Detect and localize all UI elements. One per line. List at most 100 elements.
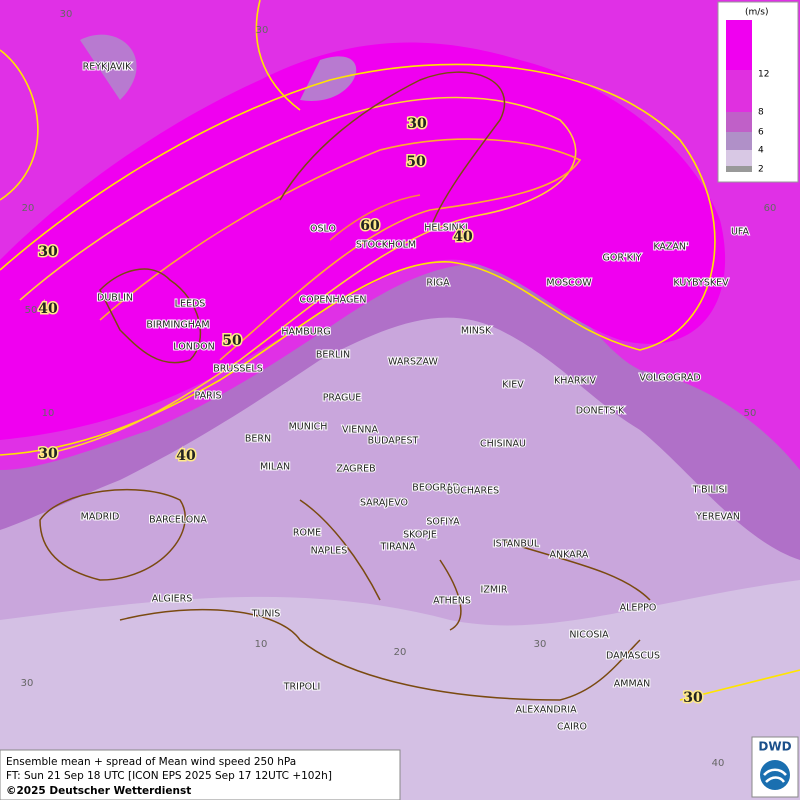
- grid-label: 20: [22, 203, 35, 214]
- city-label: BERN: [245, 434, 271, 445]
- city-label: HELSINKI: [424, 223, 467, 234]
- footer-box: [0, 749, 401, 800]
- city-label: ALEXANDRIA: [515, 705, 577, 716]
- legend-swatch: [726, 132, 752, 150]
- legend-label: 4: [758, 146, 764, 156]
- city-label: ISTANBUL: [493, 539, 540, 550]
- legend-label: 6: [758, 128, 764, 138]
- grid-label: 50: [744, 408, 757, 419]
- city-label: LONDON: [173, 342, 214, 353]
- city-label: NAPLES: [311, 546, 348, 557]
- contour-30-edge: [0, 0, 800, 701]
- grid-label: 50: [25, 305, 38, 316]
- city-label: BUDAPEST: [368, 436, 419, 447]
- footer-line: FT: Sun 21 Sep 18 UTC [ICON EPS 2025 Sep…: [6, 770, 332, 782]
- contour-label: 30: [38, 446, 58, 462]
- legend-unit: (m/s): [745, 8, 769, 18]
- city-label: ALEPPO: [620, 603, 657, 614]
- footer-line: Ensemble mean + spread of Mean wind spee…: [6, 756, 296, 768]
- city-label: NICOSIA: [569, 630, 609, 641]
- city-label: KUYBYSKEV: [673, 278, 729, 289]
- legend: (m/s) 12 8 6 4 2: [717, 1, 799, 183]
- grid-label: 60: [764, 203, 777, 214]
- city-label: ZAGREB: [336, 464, 375, 475]
- city-label: MOSCOW: [546, 278, 592, 289]
- contour-label: 40: [176, 448, 196, 464]
- city-label: T'BILISI: [692, 485, 728, 496]
- grid-label: 10: [42, 408, 55, 419]
- contours: [0, 0, 800, 701]
- city-label: DAMASCUS: [606, 651, 660, 662]
- grid-label: 10: [255, 639, 268, 650]
- city-label: UFA: [731, 227, 750, 238]
- city-label: CAIRO: [557, 722, 587, 733]
- city-label: ATHENS: [433, 596, 471, 607]
- footer: Ensemble mean + spread of Mean wind spee…: [0, 749, 401, 800]
- city-label: TRIPOLI: [283, 682, 321, 693]
- grid-label: 40: [712, 758, 725, 769]
- contour-label: 40: [38, 301, 58, 317]
- contour-label: 30: [683, 690, 703, 706]
- city-label: ANKARA: [550, 550, 589, 561]
- legend-label: 8: [758, 108, 764, 118]
- legend-swatch: [726, 166, 752, 172]
- city-label: HAMBURG: [281, 327, 330, 338]
- contour-label: 30: [38, 244, 58, 260]
- legend-swatch: [726, 150, 752, 166]
- city-label: STOCKHOLM: [356, 240, 416, 251]
- grid-label: 30: [534, 639, 547, 650]
- grid-label: 30: [60, 9, 73, 20]
- contour-50: [99, 138, 582, 361]
- legend-swatch: [726, 20, 752, 70]
- grid-label: 20: [394, 647, 407, 658]
- city-label: CHISINAU: [480, 439, 526, 450]
- jet-core: [0, 42, 726, 440]
- contour-label: 60: [360, 218, 380, 234]
- city-label: AMMAN: [614, 679, 651, 690]
- city-label: SKOPJE: [403, 530, 437, 541]
- city-label: COPENHAGEN: [300, 295, 367, 306]
- city-label: BEOGRAD: [412, 483, 459, 494]
- city-label: VOLGOGRAD: [639, 373, 700, 384]
- city-label: KAZAN': [653, 242, 688, 253]
- weak-wind-area: [0, 580, 800, 800]
- city-label: BUCHARES: [447, 486, 499, 497]
- contour-60: [329, 194, 421, 241]
- city-label: RIGA: [426, 278, 450, 289]
- labels: 30 30 20 50 10 30 10 20 30 40 60 50 REYKJAVIK OSLO STO…: [21, 9, 777, 769]
- city-label: BARCELONA: [149, 515, 207, 526]
- logo-icon: [760, 760, 790, 790]
- legend-label: 12: [758, 70, 769, 80]
- city-label: LEEDS: [175, 299, 206, 310]
- city-label: PRAGUE: [323, 393, 362, 404]
- city-label: MADRID: [81, 512, 120, 523]
- contour-label: 40: [453, 229, 473, 245]
- city-label: BIRMINGHAM: [146, 320, 209, 331]
- city-label: MUNICH: [289, 422, 328, 433]
- contour-30: [0, 63, 716, 456]
- city-label: TIRANA: [380, 542, 416, 553]
- city-label: MILAN: [260, 462, 290, 473]
- coastlines: [39, 71, 651, 701]
- contour-label: 30: [407, 116, 427, 132]
- city-label: IZMIR: [481, 585, 508, 596]
- logo-wave: [763, 768, 787, 783]
- city-label: DUBLIN: [97, 293, 133, 304]
- city-label: WARSZAW: [388, 357, 438, 368]
- city-label: ROME: [293, 528, 321, 539]
- grid-label: 30: [256, 25, 269, 36]
- city-label: GOR'KIY: [603, 253, 642, 264]
- city-label: SOFIYA: [426, 517, 460, 528]
- logo-text: DWD: [758, 740, 791, 754]
- city-label: SARAJEVO: [360, 498, 408, 509]
- city-label: BRUSSELS: [213, 364, 262, 375]
- city-label: DONETS'K: [576, 406, 625, 417]
- contour-label: 50: [406, 154, 426, 170]
- city-label: VIENNA: [342, 425, 379, 436]
- low-wind-patch: [80, 34, 357, 101]
- legend-swatch: [726, 70, 752, 112]
- city-label: KIEV: [502, 380, 524, 391]
- city-label: KHARKIV: [554, 376, 597, 387]
- city-label: BERLIN: [316, 350, 350, 361]
